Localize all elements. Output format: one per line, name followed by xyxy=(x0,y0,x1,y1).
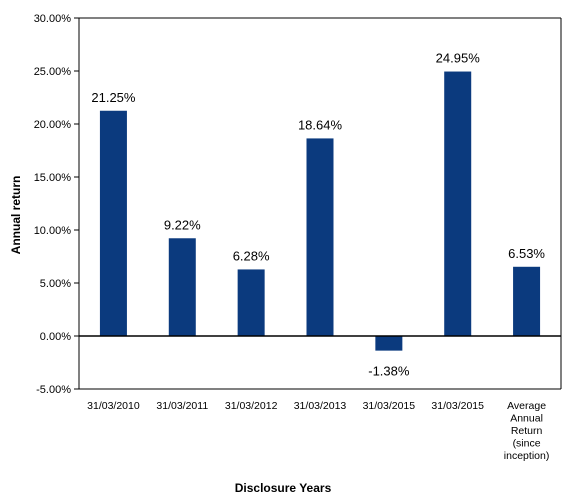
bar xyxy=(444,71,472,336)
y-tick-label: 10.00% xyxy=(34,225,72,237)
bar xyxy=(168,238,196,336)
bar xyxy=(513,266,541,336)
y-tick-label: 30.00% xyxy=(34,13,72,25)
data-label: 6.28% xyxy=(233,248,270,263)
y-tick-label: 5.00% xyxy=(40,278,71,290)
bar xyxy=(99,110,127,336)
y-tick-label: 15.00% xyxy=(34,172,72,184)
category-label: 31/03/2015 xyxy=(363,400,416,412)
data-label: 24.95% xyxy=(436,51,481,66)
bar xyxy=(375,336,403,351)
y-axis-ticks: -5.00% 0.00% 5.00% 10.00% 15.00% 20.00% 25.00%… xyxy=(34,13,79,396)
category-label: 31/03/2015 xyxy=(431,400,484,412)
category-label: Annual xyxy=(510,413,543,425)
data-label: 18.64% xyxy=(298,117,343,132)
category-label: Average xyxy=(507,400,546,412)
category-label: Return xyxy=(511,425,543,437)
category-label: inception) xyxy=(504,450,550,462)
y-tick-label: 20.00% xyxy=(34,119,72,131)
bars xyxy=(99,71,541,351)
category-label: (since xyxy=(513,438,541,450)
y-tick-label: -5.00% xyxy=(36,384,71,396)
bar xyxy=(237,269,265,336)
y-tick-label: 0.00% xyxy=(40,331,71,343)
x-axis-title: Disclosure Years xyxy=(235,481,332,495)
data-label: 21.25% xyxy=(91,90,136,105)
category-label: 31/03/2011 xyxy=(156,400,208,412)
category-label: 31/03/2010 xyxy=(87,400,140,412)
data-label: 6.53% xyxy=(508,246,545,261)
bar xyxy=(306,138,334,336)
y-tick-label: 25.00% xyxy=(34,66,72,78)
category-label: 31/03/2012 xyxy=(225,400,278,412)
data-label: 9.22% xyxy=(164,217,201,232)
category-labels: 31/03/2010 31/03/2011 31/03/2012 31/03/2013… xyxy=(87,400,549,462)
data-labels: 21.25% 9.22% 6.28% 18.64% -1.38% 24.95% 6.53% xyxy=(91,51,545,379)
data-label: -1.38% xyxy=(368,364,410,379)
y-axis-title: Annual return xyxy=(9,176,23,255)
category-label: 31/03/2013 xyxy=(294,400,347,412)
